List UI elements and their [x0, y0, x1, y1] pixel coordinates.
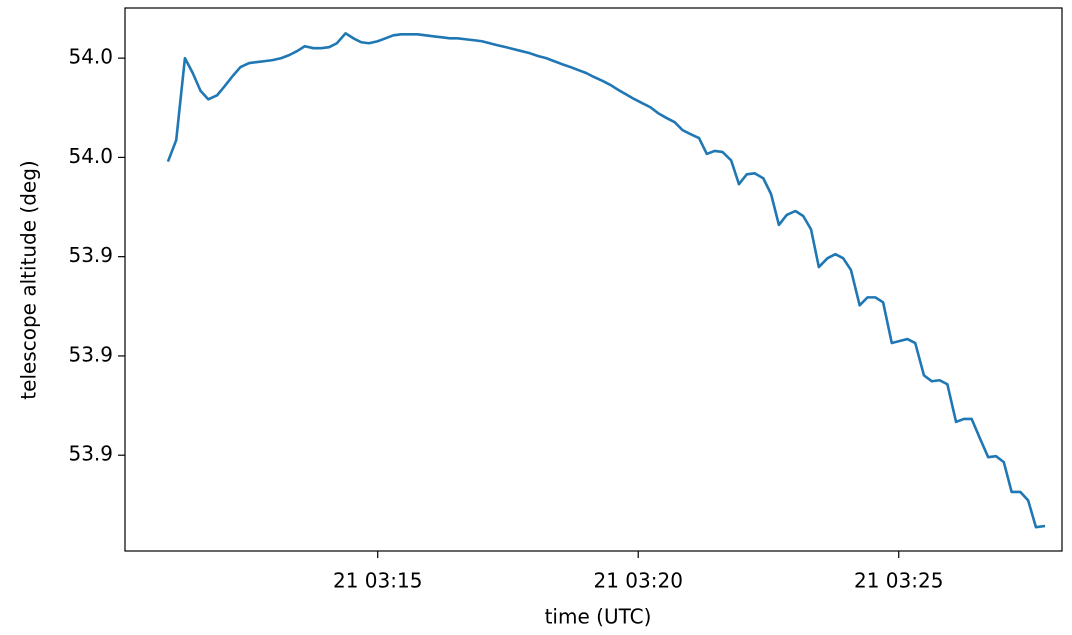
x-tick-label: 21 03:15 — [333, 569, 422, 593]
data-line — [166, 32, 1046, 529]
y-tick-label: 54.0 — [68, 144, 113, 168]
x-tick-label: 21 03:25 — [854, 569, 943, 593]
plot-frame — [124, 7, 1063, 552]
y-tick-label: 53.9 — [68, 243, 113, 267]
y-tick-label: 53.9 — [68, 342, 113, 366]
y-axis-label: telescope altitude (deg) — [17, 160, 41, 399]
y-tick-label: 54.0 — [68, 45, 113, 69]
x-tick-label: 21 03:20 — [593, 569, 682, 593]
x-axis-label: time (UTC) — [545, 605, 652, 629]
y-tick-label: 53.9 — [68, 442, 113, 466]
